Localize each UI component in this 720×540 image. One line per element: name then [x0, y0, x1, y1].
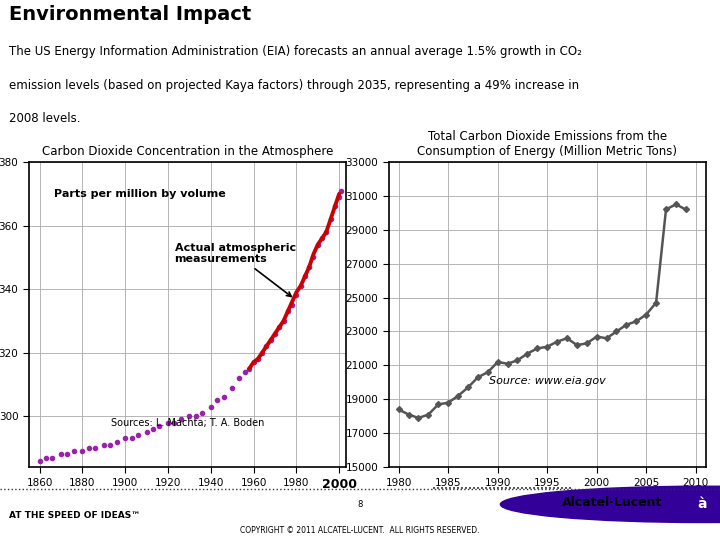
- Point: [307, 253, 319, 262]
- Text: emission levels (based on projected Kaya factors) through 2035, representing a 4: emission levels (based on projected Kaya…: [9, 79, 579, 92]
- Point: [316, 234, 328, 242]
- Text: Actual atmospheric
measurements: Actual atmospheric measurements: [174, 242, 296, 296]
- Text: The US Energy Information Administration (EIA) forecasts an annual average 1.5% : The US Energy Information Administration…: [9, 45, 582, 58]
- Point: [104, 441, 116, 449]
- Point: [303, 262, 315, 271]
- Text: 2008 levels.: 2008 levels.: [9, 112, 80, 125]
- Text: COPYRIGHT © 2011 ALCATEL-LUCENT.  ALL RIGHTS RESERVED.: COPYRIGHT © 2011 ALCATEL-LUCENT. ALL RIG…: [240, 526, 480, 535]
- Text: Alcatel·Lucent: Alcatel·Lucent: [562, 496, 662, 509]
- Point: [252, 355, 264, 363]
- Text: 8: 8: [357, 500, 363, 509]
- Point: [336, 186, 347, 195]
- Point: [278, 316, 289, 325]
- Point: [265, 336, 276, 345]
- Point: [111, 437, 122, 446]
- Point: [62, 450, 73, 458]
- Point: [233, 374, 244, 382]
- Point: [243, 364, 255, 373]
- Point: [312, 240, 323, 249]
- Point: [291, 291, 302, 300]
- Point: [120, 434, 131, 443]
- Point: [147, 424, 158, 433]
- Text: Source: www.eia.gov: Source: www.eia.gov: [489, 376, 606, 386]
- Point: [184, 412, 195, 421]
- Point: [34, 456, 45, 465]
- Point: [329, 202, 341, 211]
- Text: à: à: [697, 497, 707, 511]
- Circle shape: [500, 486, 720, 523]
- Point: [168, 418, 180, 427]
- Point: [239, 367, 251, 376]
- Point: [325, 215, 336, 224]
- Point: [212, 396, 223, 404]
- Point: [248, 358, 259, 367]
- Point: [287, 301, 298, 309]
- Point: [141, 428, 153, 436]
- Point: [218, 393, 230, 402]
- Text: Sources: L. Machta; T. A. Boden: Sources: L. Machta; T. A. Boden: [110, 418, 264, 428]
- Point: [261, 342, 272, 350]
- Point: [333, 193, 345, 201]
- Point: [47, 453, 58, 462]
- Point: [269, 329, 281, 338]
- Text: •••••••••••••••••••••••••••••••••••: •••••••••••••••••••••••••••••••••••: [432, 487, 572, 492]
- Point: [153, 421, 165, 430]
- Point: [83, 444, 94, 453]
- Point: [76, 447, 88, 456]
- Point: [274, 323, 285, 332]
- Point: [282, 307, 294, 316]
- Text: Environmental Impact: Environmental Impact: [9, 4, 251, 24]
- Point: [295, 282, 307, 291]
- Point: [126, 434, 138, 443]
- Text: Parts per million by volume: Parts per million by volume: [54, 190, 226, 199]
- Title: Carbon Dioxide Concentration in the Atmosphere: Carbon Dioxide Concentration in the Atmo…: [42, 145, 333, 158]
- Point: [190, 412, 202, 421]
- Title: Total Carbon Dioxide Emissions from the
Consumption of Energy (Million Metric To: Total Carbon Dioxide Emissions from the …: [417, 130, 678, 158]
- Point: [256, 348, 268, 357]
- Point: [320, 227, 332, 236]
- Point: [162, 418, 174, 427]
- Point: [89, 444, 101, 453]
- Point: [55, 450, 67, 458]
- Point: [300, 272, 311, 281]
- Point: [40, 453, 52, 462]
- Point: [197, 409, 208, 417]
- Point: [98, 441, 109, 449]
- Point: [68, 447, 79, 456]
- Point: [226, 383, 238, 392]
- Text: AT THE SPEED OF IDEAS™: AT THE SPEED OF IDEAS™: [9, 511, 140, 520]
- Point: [205, 402, 217, 411]
- Point: [175, 415, 186, 424]
- Point: [132, 431, 144, 440]
